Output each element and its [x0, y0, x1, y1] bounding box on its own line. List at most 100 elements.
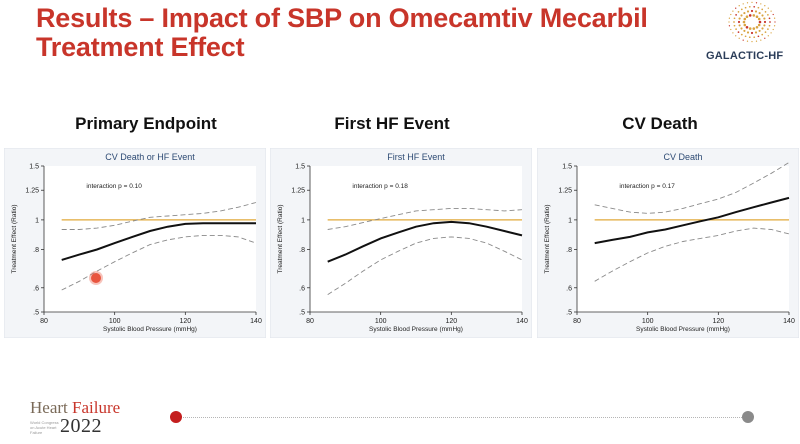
timeline-current-marker[interactable]	[170, 411, 182, 423]
logo-dot	[757, 6, 760, 9]
logo-dot	[743, 12, 746, 15]
logo-dot	[746, 31, 750, 34]
logo-dot	[748, 5, 751, 8]
footer-brand-word2: Failure	[72, 398, 121, 417]
y-tick-label: 1	[301, 217, 305, 224]
logo-dot	[752, 14, 756, 17]
y-tick-label: .5	[566, 310, 572, 317]
logo-dot	[743, 29, 746, 32]
x-tick-label: 120	[179, 318, 191, 325]
logo-text: GALACTIC-HF	[706, 50, 784, 62]
logo-dot	[742, 3, 744, 5]
footer-brand: Heart Failure	[30, 398, 120, 418]
progress-timeline	[176, 417, 748, 419]
logo-dot	[755, 26, 759, 29]
slide-title-line1: Results – Impact of SBP on Omecamtiv Mec…	[36, 3, 648, 33]
logo-dot	[743, 17, 747, 21]
logo-dot	[763, 24, 766, 27]
chart-first-hf-event-svg: First HF Event .5 .6 .8 1 1.25 1.5 80 100 120 140 S…	[270, 148, 532, 338]
x-tick-label: 100	[109, 318, 121, 325]
logo-dot	[750, 9, 754, 13]
logo-dot	[770, 10, 772, 12]
logo-dot	[751, 1, 753, 4]
logo-dot	[735, 7, 737, 9]
logo-dot	[763, 17, 766, 20]
x-axis-label: Systolic Blood Pressure (mmHg)	[369, 326, 463, 333]
logo-dot	[753, 36, 756, 39]
logo-dot	[737, 31, 740, 33]
logo-dot	[733, 17, 736, 20]
logo-dot	[746, 2, 749, 4]
y-tick-label: .6	[566, 285, 572, 292]
logo-dot	[732, 10, 734, 12]
logo-dot	[738, 17, 741, 20]
logo-dot	[730, 28, 732, 31]
x-tick-label: 120	[712, 318, 724, 325]
plot-area	[44, 166, 256, 312]
y-tick-label: 1.5	[562, 164, 572, 171]
series-line-upper-ci	[594, 162, 790, 214]
logo-dot	[767, 7, 769, 9]
chart-title: CV Death	[663, 152, 702, 162]
interaction-annotation: interaction p = 0.10	[86, 183, 142, 190]
logo-dot	[737, 20, 741, 24]
timeline-end-marker[interactable]	[742, 411, 754, 423]
logo-dot	[752, 27, 756, 30]
logo-dot	[767, 35, 769, 37]
y-tick-label: .6	[299, 285, 305, 292]
x-axis-label: Systolic Blood Pressure (mmHg)	[636, 326, 730, 333]
logo-dot	[738, 24, 741, 27]
series-line-estimate	[61, 222, 256, 261]
x-tick-label: 140	[783, 318, 795, 325]
y-axis-label: Treatment Effect (Ratio)	[277, 205, 284, 274]
logo-dot	[740, 33, 743, 36]
y-tick-label: 1.25	[25, 188, 39, 195]
logo-dot	[758, 12, 761, 15]
logo-dot	[733, 21, 735, 23]
pointer-dot	[91, 273, 101, 283]
interaction-annotation: interaction p = 0.18	[352, 183, 408, 190]
logo-dot	[764, 5, 766, 7]
series-line-upper-ci	[61, 202, 257, 230]
logo-dot	[760, 39, 762, 41]
logo-dot	[745, 15, 749, 18]
logo-dot	[755, 15, 759, 18]
series-line-estimate	[594, 196, 790, 245]
logo-dot	[760, 3, 762, 5]
logo-dot	[767, 14, 769, 16]
x-tick-label: 140	[516, 318, 528, 325]
chart-primary-endpoint-svg: CV Death or HF Event .5 .6 .8 1 1.25 1.5 80 100 1…	[4, 148, 266, 338]
series-line-lower-ci	[594, 227, 790, 282]
x-tick-label: 80	[306, 318, 314, 325]
logo-dot	[740, 14, 743, 17]
logo-dot	[733, 24, 736, 27]
logo-dot	[738, 37, 740, 39]
logo-dot	[735, 28, 737, 30]
logo-dot	[742, 39, 744, 41]
logo-dot	[748, 27, 752, 30]
x-tick-label: 140	[250, 318, 262, 325]
logo-dot	[740, 8, 743, 11]
logo-dot	[742, 20, 746, 24]
logo-dot	[745, 26, 749, 29]
footer-year: 2022	[60, 415, 102, 437]
logo-dot	[746, 10, 750, 13]
logo-dot	[761, 27, 764, 30]
x-tick-label: 100	[375, 318, 387, 325]
series-line-lower-ci	[327, 236, 523, 295]
logo-dot	[746, 40, 749, 42]
logo-dot	[735, 35, 737, 37]
logo-dot	[750, 31, 754, 35]
interaction-annotation: interaction p = 0.17	[619, 183, 675, 190]
y-axis-label: Treatment Effect (Ratio)	[11, 205, 18, 274]
logo-dot	[748, 14, 752, 17]
logo-dot	[761, 14, 764, 17]
y-tick-label: .8	[566, 247, 572, 254]
logo-dot	[772, 13, 774, 16]
logo-dot	[773, 17, 776, 19]
slide-title: Results – Impact of SBP on Omecamtiv Mec…	[36, 4, 648, 62]
y-tick-label: 1	[35, 217, 39, 224]
logo-dot	[769, 21, 771, 23]
logo-dot	[728, 17, 731, 19]
y-tick-label: .8	[33, 247, 39, 254]
